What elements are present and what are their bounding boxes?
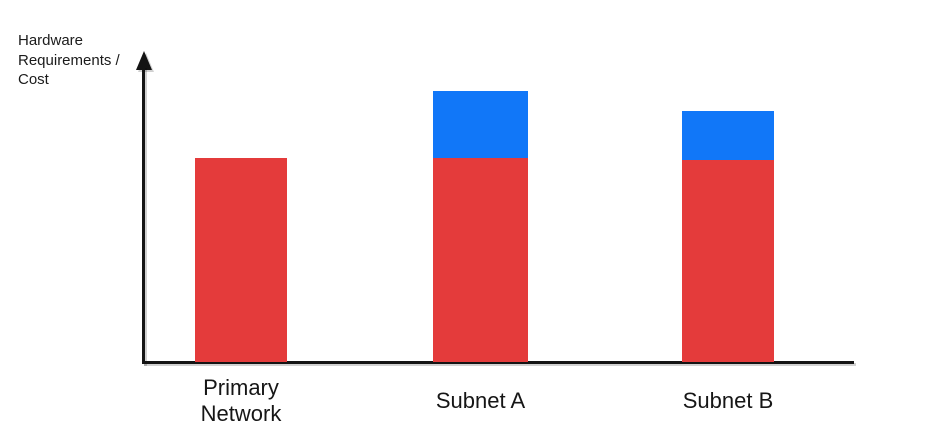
bar-segment-red-subnet-b (682, 160, 774, 362)
bar-segment-red-subnet-a (433, 158, 528, 362)
bar-segment-blue-subnet-a (433, 91, 528, 158)
y-axis-label: Hardware Requirements / Cost (18, 32, 120, 88)
bar-segment-blue-subnet-b (682, 111, 774, 160)
x-axis-label-primary-network: Primary Network (200, 375, 282, 426)
x-axis-line (142, 361, 854, 364)
bar-segment-red-primary-network (195, 158, 287, 362)
x-axis-label-subnet-b: Subnet B (682, 388, 774, 413)
bar-subnet-a (433, 91, 528, 362)
bar-primary-network (195, 158, 287, 362)
y-axis-line (142, 66, 145, 364)
bar-subnet-b (682, 111, 774, 362)
x-axis-label-subnet-a: Subnet A (435, 388, 526, 413)
y-axis-arrowhead-icon (136, 51, 152, 70)
